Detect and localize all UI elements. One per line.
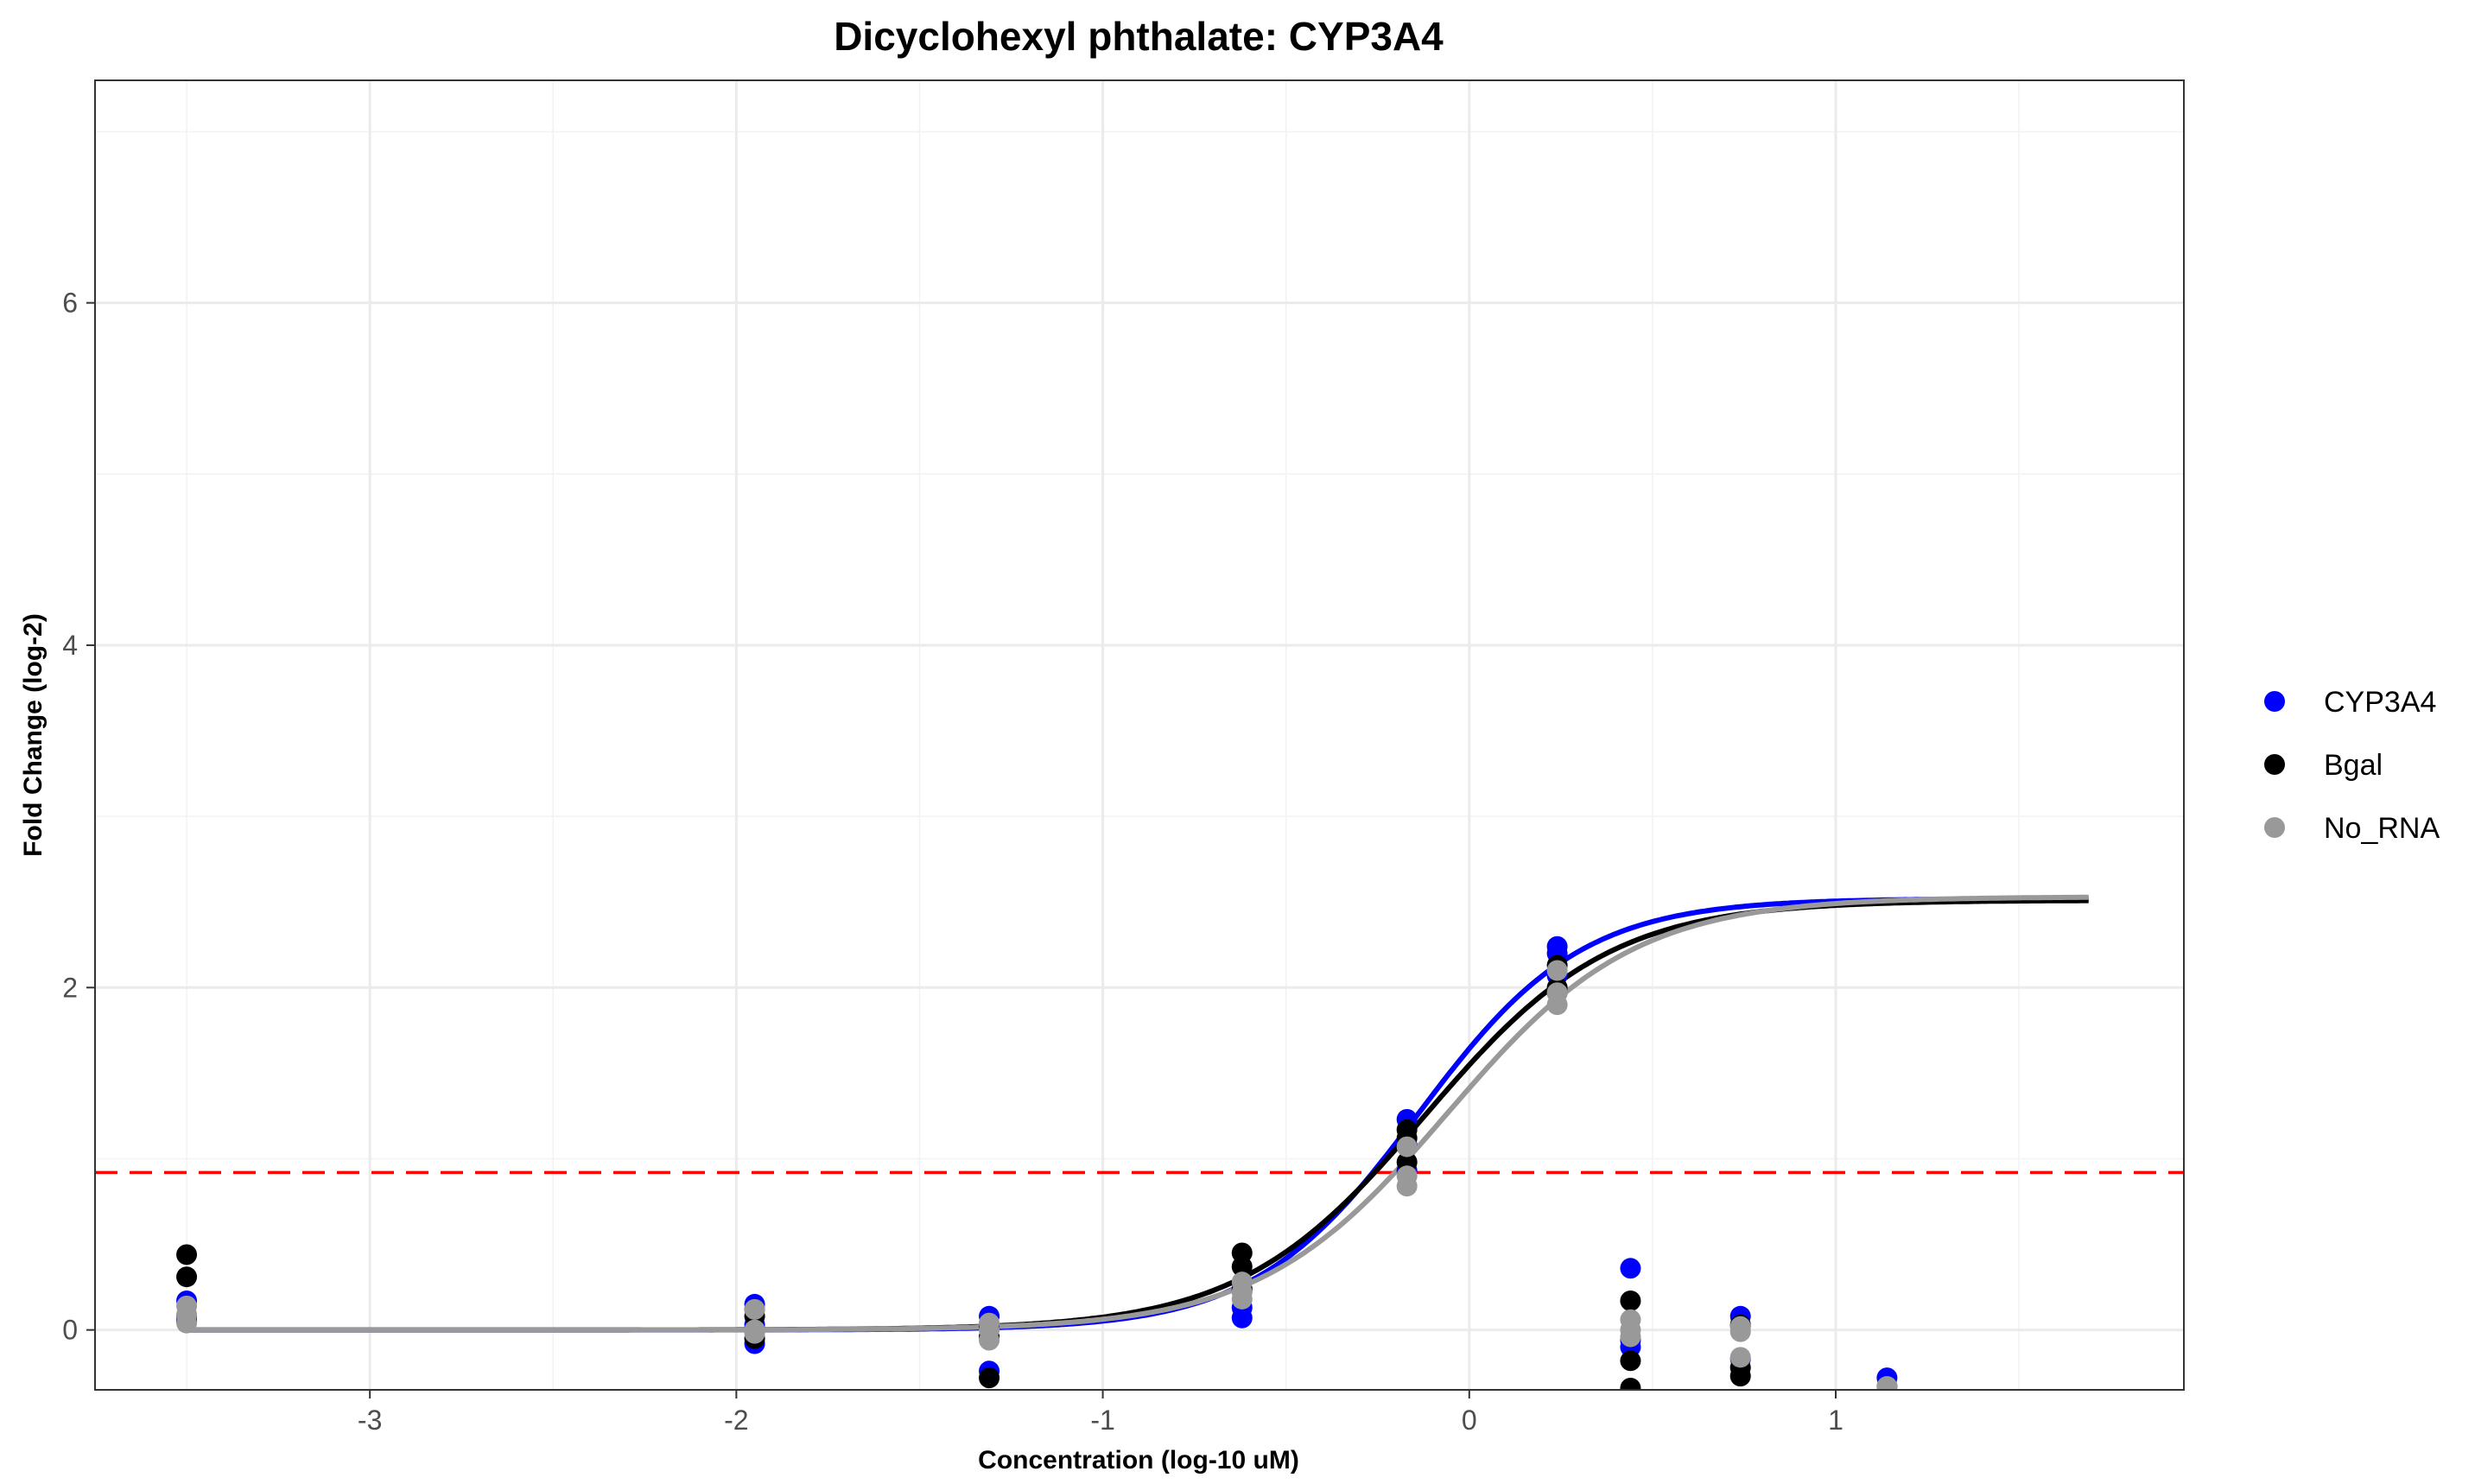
data-point-no_rna <box>1231 1288 1253 1310</box>
data-point-no_rna <box>979 1319 1000 1341</box>
x-tick-label: 0 <box>1462 1405 1477 1436</box>
data-point-no_rna <box>1620 1319 1641 1341</box>
fit-curves <box>187 894 2089 1333</box>
y-tick-label: 6 <box>62 288 78 319</box>
data-point-no_rna <box>1729 1321 1751 1342</box>
y-tick-label: 4 <box>62 630 78 661</box>
fit-curve-bgal <box>187 897 2089 1333</box>
data-point-no_rna <box>1396 1176 1418 1197</box>
fit-curve-no_rna <box>187 894 2089 1333</box>
grid-lines <box>95 80 2184 1390</box>
data-point-bgal <box>1231 1256 1253 1278</box>
data-point-no_rna <box>1546 960 1568 981</box>
x-axis-label: Concentration (log-10 uM) <box>978 1446 1299 1474</box>
plot-panel-border <box>94 79 2185 1391</box>
legend-label-no_rna: No_RNA <box>2324 812 2440 845</box>
fit-curve-cyp3a4 <box>187 896 2089 1333</box>
y-tick-label: 0 <box>62 1315 78 1346</box>
legend-label-cyp3a4: CYP3A4 <box>2324 686 2436 719</box>
x-axis-ticks: -3 -2 -1 0 1 <box>358 1390 1844 1436</box>
data-point-bgal <box>1620 1350 1641 1372</box>
data-point-cyp3a4 <box>1620 1258 1641 1279</box>
data-point-no_rna <box>1876 1376 1898 1390</box>
data-point-no_rna <box>1729 1347 1751 1368</box>
data-point-bgal <box>1620 1378 1641 1390</box>
y-axis-label: Fold Change (log-2) <box>19 613 48 857</box>
data-point-bgal <box>1620 1290 1641 1311</box>
x-tick-label: -1 <box>1090 1405 1114 1436</box>
legend-key-no_rna <box>2264 817 2285 838</box>
data-point-bgal <box>979 1367 1000 1389</box>
data-point-no_rna <box>1546 994 1568 1016</box>
x-tick-label: -3 <box>358 1405 382 1436</box>
x-tick-label: 1 <box>1828 1405 1844 1436</box>
y-axis-ticks: 0 2 4 6 <box>62 288 95 1346</box>
legend-key-bgal <box>2264 754 2285 775</box>
chart-title: Dicyclohexyl phthalate: CYP3A4 <box>834 14 1444 59</box>
data-point-bgal <box>176 1266 198 1288</box>
data-point-no_rna <box>744 1298 765 1320</box>
data-point-no_rna <box>1396 1136 1418 1157</box>
x-tick-label: -2 <box>724 1405 748 1436</box>
legend-key-cyp3a4 <box>2264 691 2285 712</box>
legend-label-bgal: Bgal <box>2324 749 2383 782</box>
data-point-no_rna <box>176 1312 198 1334</box>
data-points <box>176 935 1898 1390</box>
legend: CYP3A4 Bgal No_RNA <box>2264 686 2440 845</box>
y-tick-label: 2 <box>62 972 78 1003</box>
data-point-no_rna <box>744 1322 765 1344</box>
data-point-bgal <box>176 1244 198 1265</box>
